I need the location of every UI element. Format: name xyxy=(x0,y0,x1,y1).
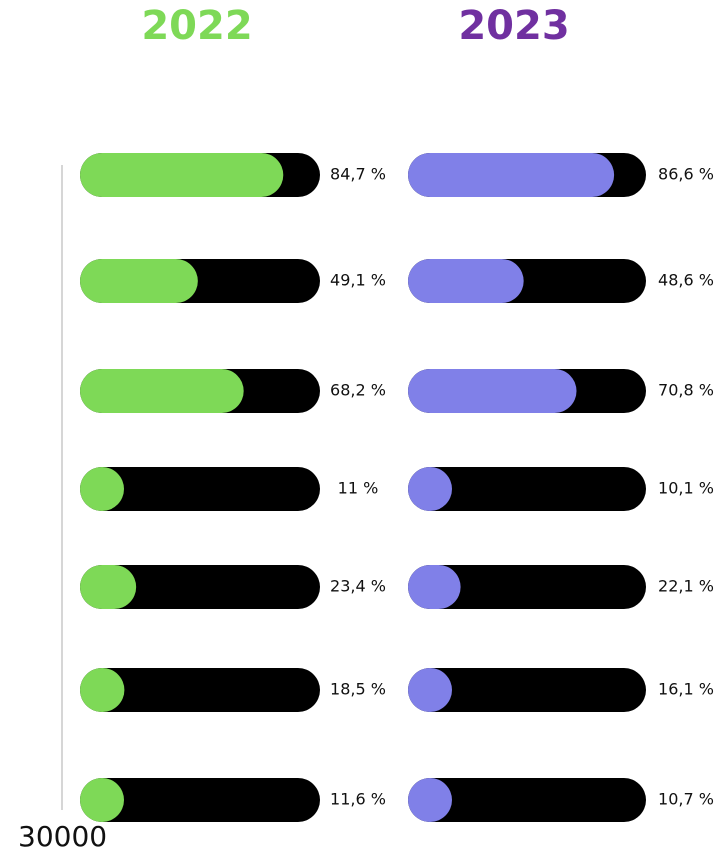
value-label: 11,6 % xyxy=(330,790,386,809)
track xyxy=(408,565,646,609)
bar xyxy=(80,467,124,511)
value-label: 84,7 % xyxy=(330,165,386,184)
bar xyxy=(408,259,524,303)
bar xyxy=(80,259,198,303)
value-label: 22,1 % xyxy=(658,577,714,596)
value-label: 11 % xyxy=(338,479,379,498)
annotation: 30000 xyxy=(18,820,107,853)
value-label: 18,5 % xyxy=(330,680,386,699)
value-label: 10,7 % xyxy=(658,790,714,809)
track xyxy=(408,778,646,822)
series-title: 2022 xyxy=(141,3,252,49)
value-label: 70,8 % xyxy=(658,381,714,400)
bar xyxy=(408,369,577,413)
bar xyxy=(80,668,125,712)
bar xyxy=(80,778,124,822)
bar xyxy=(408,467,452,511)
bar xyxy=(408,153,615,197)
value-label: 16,1 % xyxy=(658,680,714,699)
track xyxy=(80,565,320,609)
value-label: 49,1 % xyxy=(330,271,386,290)
value-label: 48,6 % xyxy=(658,271,714,290)
series-title: 2023 xyxy=(458,3,569,49)
track xyxy=(80,467,320,511)
bar xyxy=(408,565,461,609)
value-label: 10,1 % xyxy=(658,479,714,498)
track xyxy=(408,467,646,511)
bar xyxy=(408,668,452,712)
track xyxy=(80,778,320,822)
value-label: 68,2 % xyxy=(330,381,386,400)
bar xyxy=(80,565,137,609)
bar xyxy=(80,153,284,197)
track xyxy=(80,668,320,712)
bar xyxy=(408,778,452,822)
value-label: 86,6 % xyxy=(658,165,714,184)
value-label: 23,4 % xyxy=(330,577,386,596)
bar xyxy=(80,369,244,413)
track xyxy=(408,668,646,712)
